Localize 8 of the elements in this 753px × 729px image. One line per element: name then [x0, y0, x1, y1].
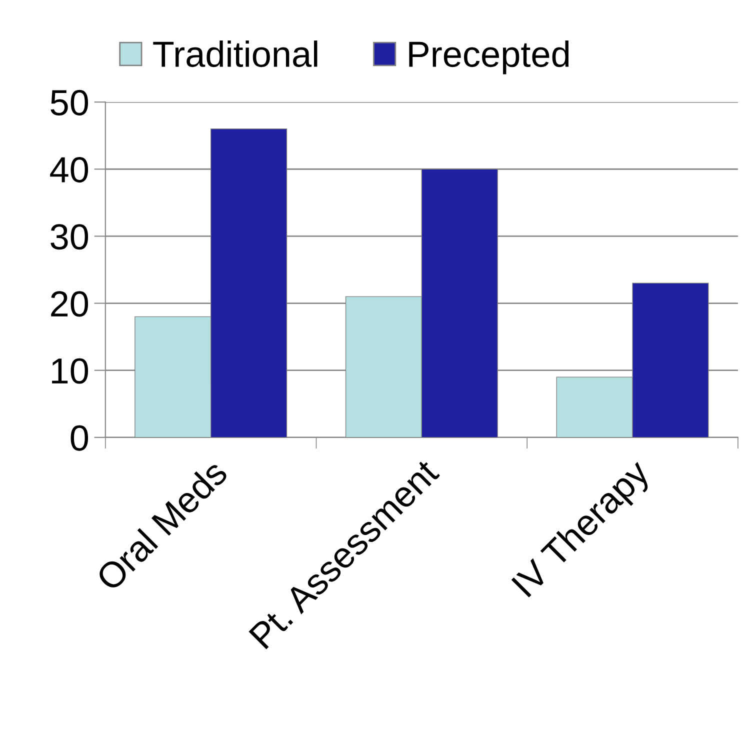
y-tick-label: 10	[52, 358, 88, 384]
legend-label: Traditional	[153, 40, 318, 68]
y-tick-label: 40	[50, 156, 88, 183]
y-tick-label: 0	[70, 425, 88, 451]
y-tick-label: 20	[51, 291, 88, 317]
y-tick-label: 50	[50, 90, 88, 116]
y-tick-label: 30	[50, 224, 88, 250]
legend-label: Precepted	[409, 40, 569, 74]
